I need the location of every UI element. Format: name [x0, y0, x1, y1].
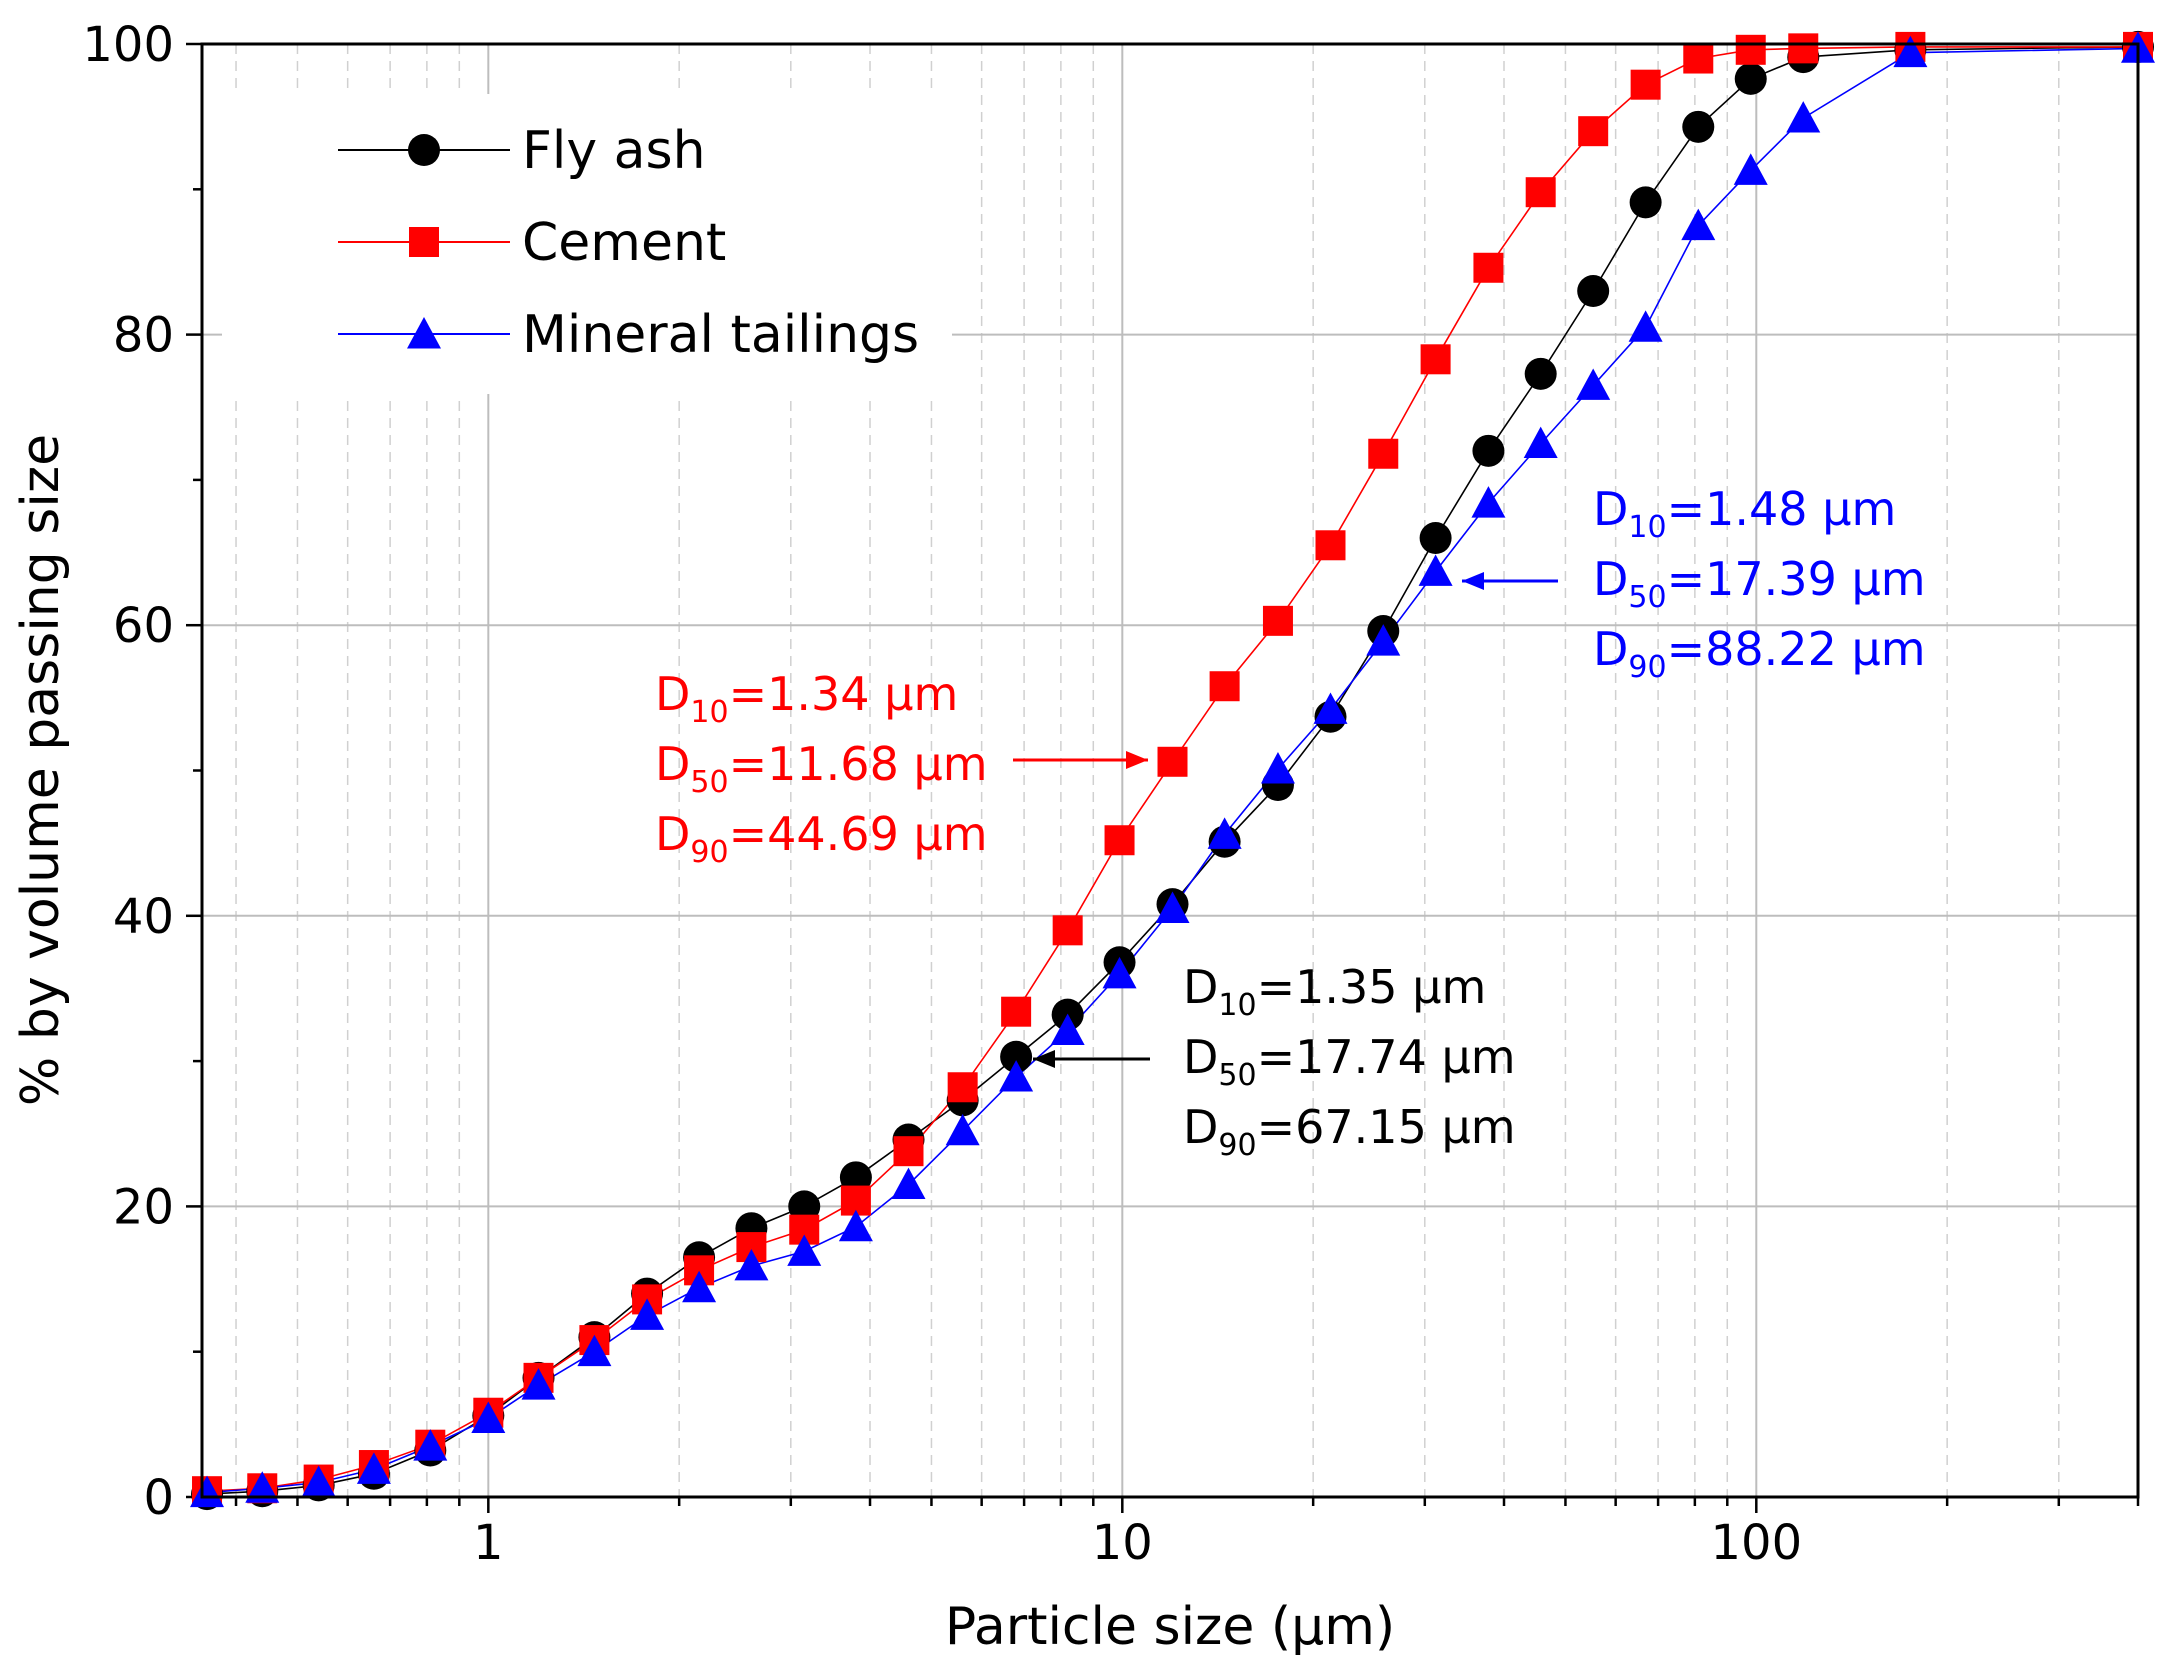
data-point-fly-ash: [1682, 110, 1715, 143]
annotation-cement-line: D10=1.34 µm: [655, 667, 958, 730]
annotation-arrowhead-fly-ash: [1033, 1050, 1055, 1068]
data-point-cement: [1001, 996, 1032, 1027]
legend-label-mineral-tailings: Mineral tailings: [522, 305, 919, 365]
annotation-arrowhead-mineral-tailings: [1462, 572, 1484, 590]
data-point-fly-ash: [788, 1190, 821, 1223]
annotation-mineral-tailings-line: D90=88.22 µm: [1593, 622, 1926, 685]
data-point-mineral-tailings: [787, 1234, 822, 1266]
data-point-mineral-tailings: [413, 1429, 448, 1461]
x-tick-label: 100: [1710, 1515, 1802, 1571]
data-point-mineral-tailings: [999, 1060, 1034, 1092]
data-point-mineral-tailings: [1523, 426, 1558, 459]
annotation-fly-ash-line: D50=17.74 µm: [1183, 1030, 1516, 1093]
data-point-cement: [1578, 116, 1609, 147]
data-point-cement: [1262, 605, 1293, 636]
annotations: D10=1.34 µm D50=11.68 µm D90=44.69 µm D10=1…: [655, 482, 1926, 1163]
data-point-cement: [1473, 252, 1504, 283]
data-point-mineral-tailings: [301, 1465, 336, 1497]
data-point-cement: [1315, 530, 1346, 561]
y-tick-label: 40: [113, 889, 174, 945]
data-point-fly-ash: [1734, 62, 1767, 95]
legend-label-cement: Cement: [522, 213, 726, 273]
data-point-cement: [893, 1136, 924, 1167]
data-point-cement: [1683, 43, 1714, 74]
tick-labels: 1 10 100 0 20 40 60 80 100: [82, 17, 1802, 1571]
data-point-fly-ash: [839, 1161, 872, 1194]
data-point-mineral-tailings: [1313, 692, 1348, 724]
data-point-cement: [1525, 177, 1556, 208]
legend: Fly ash Cement Mineral tailings: [222, 94, 952, 394]
legend-marker-fly-ash: [408, 134, 440, 166]
data-point-fly-ash: [1524, 357, 1557, 390]
data-point-mineral-tailings: [630, 1298, 665, 1330]
annotation-fly-ash-line: D10=1.35 µm: [1183, 960, 1486, 1023]
x-tick-label: 1: [473, 1515, 504, 1571]
data-point-cement: [1104, 825, 1135, 856]
data-point-mineral-tailings: [1366, 624, 1401, 656]
data-point-mineral-tailings: [1893, 35, 1928, 68]
data-point-cement: [1157, 746, 1188, 777]
data-point-mineral-tailings: [1155, 891, 1190, 923]
y-tick-label: 60: [113, 598, 174, 654]
data-point-cement: [1420, 344, 1451, 375]
data-point-cement: [1368, 438, 1399, 469]
data-point-mineral-tailings: [682, 1270, 717, 1303]
plot-frame: [200, 42, 2140, 1499]
data-point-mineral-tailings: [838, 1209, 873, 1242]
annotation-mineral-tailings-line: D50=17.39 µm: [1593, 552, 1926, 615]
annotation-arrowhead-cement: [1126, 751, 1148, 769]
data-point-mineral-tailings: [1681, 208, 1716, 241]
y-tick-label: 20: [113, 1179, 174, 1235]
legend-label-fly-ash: Fly ash: [522, 121, 706, 181]
data-point-mineral-tailings: [245, 1471, 280, 1503]
y-tick-label: 100: [82, 17, 174, 73]
data-point-mineral-tailings: [471, 1401, 506, 1433]
data-point-mineral-tailings: [1628, 310, 1663, 342]
annotation-cement-line: D90=44.69 µm: [655, 807, 988, 870]
y-tick-label: 0: [143, 1470, 174, 1526]
data-point-mineral-tailings: [1418, 554, 1453, 586]
data-point-cement: [1052, 915, 1083, 946]
data-point-fly-ash: [1629, 186, 1662, 219]
data-point-mineral-tailings: [1050, 1013, 1085, 1046]
annotation-cement-line: D50=11.68 µm: [655, 737, 988, 800]
data-point-mineral-tailings: [1576, 368, 1611, 400]
data-point-cement: [1630, 69, 1661, 100]
x-tick-label: 10: [1092, 1515, 1153, 1571]
data-point-cement: [1735, 34, 1766, 65]
data-point-fly-ash: [1472, 434, 1505, 467]
annotation-mineral-tailings-line: D10=1.48 µm: [1593, 482, 1896, 545]
legend-background: [222, 94, 952, 394]
data-point-mineral-tailings: [1260, 752, 1295, 784]
data-point-mineral-tailings: [891, 1167, 926, 1200]
data-point-fly-ash: [1000, 1040, 1033, 1073]
data-point-mineral-tailings: [1207, 817, 1242, 849]
x-axis-label: Particle size (µm): [945, 1597, 1395, 1657]
y-axis-label: % by volume passing size: [11, 434, 71, 1106]
data-point-mineral-tailings: [577, 1334, 612, 1367]
data-point-mineral-tailings: [734, 1248, 769, 1281]
data-point-mineral-tailings: [356, 1452, 391, 1484]
data-point-mineral-tailings: [190, 1475, 225, 1508]
legend-marker-cement: [409, 227, 439, 257]
data-point-mineral-tailings: [1471, 486, 1506, 518]
data-point-mineral-tailings: [1733, 153, 1768, 185]
legend-marker-mineral-tailings: [407, 317, 441, 349]
y-tick-label: 80: [113, 308, 174, 364]
data-point-cement: [1209, 671, 1240, 702]
data-point-fly-ash: [1577, 275, 1610, 308]
data-point-cement: [947, 1072, 978, 1103]
data-point-mineral-tailings: [945, 1113, 980, 1146]
annotation-fly-ash-line: D90=67.15 µm: [1183, 1100, 1516, 1163]
data-point-mineral-tailings: [1786, 101, 1821, 133]
data-point-cement: [1788, 33, 1819, 64]
data-point-mineral-tailings: [1102, 956, 1137, 989]
data-point-mineral-tailings: [521, 1368, 556, 1400]
data-point-fly-ash: [1419, 522, 1452, 555]
